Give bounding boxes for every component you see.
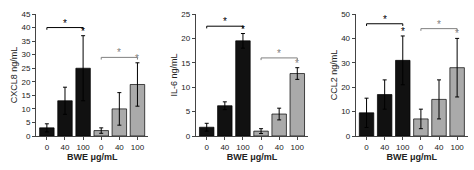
svg-text:40: 40 xyxy=(115,143,124,152)
svg-text:20: 20 xyxy=(21,78,30,87)
svg-text:15: 15 xyxy=(21,91,30,100)
svg-text:CXCL8 ng/mL: CXCL8 ng/mL xyxy=(9,47,19,104)
svg-text:40: 40 xyxy=(61,143,70,152)
svg-text:25: 25 xyxy=(181,10,190,19)
svg-text:0: 0 xyxy=(346,132,351,141)
svg-text:*: * xyxy=(383,14,387,25)
svg-text:10: 10 xyxy=(21,105,30,114)
svg-text:100: 100 xyxy=(76,143,90,152)
svg-text:0: 0 xyxy=(419,143,424,152)
svg-text:*: * xyxy=(81,26,85,37)
svg-text:*: * xyxy=(455,28,459,39)
svg-text:40: 40 xyxy=(220,143,229,152)
svg-text:100: 100 xyxy=(450,143,464,152)
svg-text:*: * xyxy=(135,53,139,64)
svg-text:40: 40 xyxy=(275,143,284,152)
svg-text:IL-6 ng/mL: IL-6 ng/mL xyxy=(169,53,179,96)
svg-text:0: 0 xyxy=(99,143,104,152)
svg-text:0: 0 xyxy=(204,143,209,152)
svg-text:100: 100 xyxy=(236,143,250,152)
svg-text:100: 100 xyxy=(291,143,305,152)
svg-text:*: * xyxy=(117,47,121,58)
svg-text:45: 45 xyxy=(21,10,30,19)
svg-text:10: 10 xyxy=(341,107,350,116)
svg-text:40: 40 xyxy=(435,143,444,152)
svg-text:0: 0 xyxy=(45,143,50,152)
svg-text:15: 15 xyxy=(181,59,190,68)
svg-text:BWE μg/mL: BWE μg/mL xyxy=(67,152,118,162)
svg-text:30: 30 xyxy=(341,59,350,68)
svg-text:CCL2 ng/mL: CCL2 ng/mL xyxy=(329,50,339,101)
svg-text:BWE μg/mL: BWE μg/mL xyxy=(227,152,278,162)
svg-text:20: 20 xyxy=(181,34,190,43)
svg-text:35: 35 xyxy=(21,37,30,46)
svg-text:*: * xyxy=(401,26,405,37)
svg-text:30: 30 xyxy=(21,50,30,59)
svg-text:50: 50 xyxy=(341,10,350,19)
svg-text:0: 0 xyxy=(364,143,369,152)
svg-text:5: 5 xyxy=(186,107,191,116)
svg-text:0: 0 xyxy=(259,143,264,152)
svg-text:0: 0 xyxy=(186,132,191,141)
svg-text:25: 25 xyxy=(21,64,30,73)
svg-text:*: * xyxy=(277,48,281,59)
svg-text:BWE μg/mL: BWE μg/mL xyxy=(387,152,438,162)
svg-text:40: 40 xyxy=(21,23,30,32)
svg-text:40: 40 xyxy=(380,143,389,152)
svg-text:5: 5 xyxy=(26,118,31,127)
svg-text:40: 40 xyxy=(341,34,350,43)
svg-text:*: * xyxy=(295,58,299,69)
svg-text:10: 10 xyxy=(181,83,190,92)
svg-text:20: 20 xyxy=(341,83,350,92)
svg-text:*: * xyxy=(437,19,441,30)
svg-text:100: 100 xyxy=(131,143,145,152)
svg-text:*: * xyxy=(63,18,67,29)
svg-text:*: * xyxy=(241,24,245,35)
svg-text:0: 0 xyxy=(26,132,31,141)
svg-text:100: 100 xyxy=(396,143,410,152)
svg-text:*: * xyxy=(223,16,227,27)
